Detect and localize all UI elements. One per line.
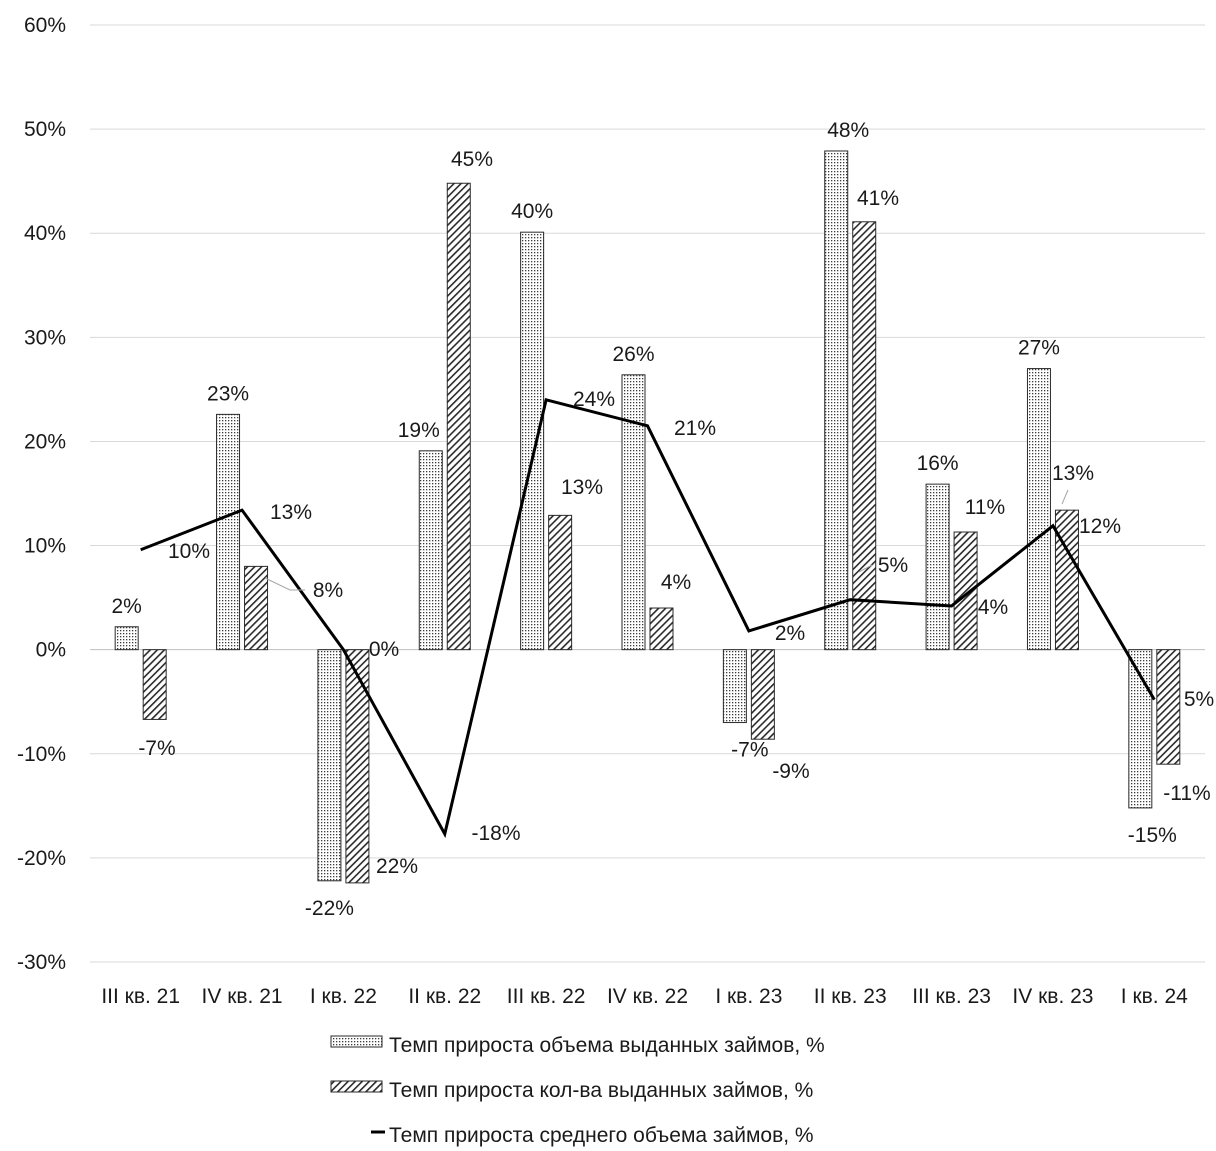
leader-line xyxy=(1061,489,1069,505)
y-tick-label: 10% xyxy=(24,535,66,558)
data-label-count: -7% xyxy=(138,737,175,760)
y-tick-label: -20% xyxy=(17,847,66,870)
bar-count xyxy=(142,649,167,720)
x-axis: III кв. 21 IV кв. 21 I кв. 22 II кв. 22 III … xyxy=(101,985,1188,1008)
data-label-volume: 19% xyxy=(398,419,440,442)
bar-volume xyxy=(418,450,443,651)
bar-volume xyxy=(824,150,849,651)
data-label-count: -9% xyxy=(772,760,809,783)
x-category-label: II кв. 23 xyxy=(814,985,887,1008)
line-series xyxy=(140,397,1156,839)
y-tick-label: -10% xyxy=(17,743,66,766)
bar-volume xyxy=(925,483,950,651)
x-category-label: IV кв. 22 xyxy=(607,985,688,1008)
bar-count xyxy=(1054,509,1079,651)
data-label-avg: 24% xyxy=(573,388,615,411)
bar-count xyxy=(548,514,573,651)
bar-volume xyxy=(520,231,545,651)
x-category-label: IV кв. 23 xyxy=(1012,985,1093,1008)
data-label-volume: -7% xyxy=(731,739,768,762)
x-category-label: III кв. 21 xyxy=(101,985,180,1008)
data-label-count: 41% xyxy=(857,187,899,210)
bar-count xyxy=(345,649,370,884)
data-label-volume: 23% xyxy=(207,382,249,405)
bar-volume xyxy=(216,413,241,651)
gridlines xyxy=(90,24,1205,963)
bar-count xyxy=(750,649,775,740)
bar-volume xyxy=(722,649,747,724)
x-category-label: I кв. 22 xyxy=(310,985,377,1008)
data-label-count: 22% xyxy=(376,855,418,878)
data-label-count: -11% xyxy=(1163,782,1210,805)
data-label-avg: 0% xyxy=(369,638,399,661)
data-label-volume: 48% xyxy=(827,119,869,142)
data-label-count: 4% xyxy=(661,571,691,594)
bar-count xyxy=(446,182,471,651)
data-label-avg: -18% xyxy=(471,822,520,845)
x-category-label: IV кв. 21 xyxy=(202,985,283,1008)
x-category-label: I кв. 24 xyxy=(1121,985,1188,1008)
bars xyxy=(114,150,1181,884)
line-avg-volume xyxy=(140,397,1156,839)
y-tick-label: 40% xyxy=(24,222,66,245)
data-label-volume: 40% xyxy=(511,200,553,223)
data-label-volume: -15% xyxy=(1128,824,1177,847)
bar-count xyxy=(953,531,978,651)
data-label-avg: 5% xyxy=(1184,688,1214,711)
data-labels: 2% 23% -22% 19% 40% 26% -7% 48% 16% 27% -15% -7% 8% 2… xyxy=(112,119,1215,920)
legend-label: Темп прироста объема выданных займов, % xyxy=(389,1034,825,1057)
y-tick-label: 0% xyxy=(36,639,66,662)
bar-count xyxy=(1156,649,1181,765)
y-tick-label: 60% xyxy=(24,14,66,37)
y-tick-label: 20% xyxy=(24,430,66,453)
legend-swatch-count xyxy=(330,1080,383,1093)
bar-volume xyxy=(114,626,139,651)
data-label-volume: 2% xyxy=(112,595,142,618)
data-label-count: 8% xyxy=(313,579,343,602)
data-label-count: 45% xyxy=(451,148,493,171)
data-label-avg: 2% xyxy=(775,622,805,645)
x-category-label: I кв. 23 xyxy=(715,985,782,1008)
data-label-avg: 21% xyxy=(674,417,716,440)
data-label-avg: 4% xyxy=(978,596,1008,619)
bar-count xyxy=(852,221,877,651)
legend-label: Темп прироста кол-ва выданных займов, % xyxy=(389,1079,813,1102)
legend: Темп прироста объема выданных займов, % Т… xyxy=(330,1034,825,1147)
legend-label: Темп прироста среднего объема займов, % xyxy=(389,1124,814,1147)
bar-count xyxy=(649,607,674,651)
bar-count xyxy=(244,565,269,651)
data-label-count: 13% xyxy=(561,476,603,499)
y-tick-label: 30% xyxy=(24,326,66,349)
data-label-volume: 26% xyxy=(612,343,654,366)
data-label-volume: -22% xyxy=(305,897,354,920)
y-tick-label: -30% xyxy=(17,951,66,974)
data-label-avg: 13% xyxy=(270,501,312,524)
bar-volume xyxy=(317,649,342,882)
data-label-avg: 5% xyxy=(878,554,908,577)
leader-line xyxy=(858,564,873,573)
y-tick-label: 50% xyxy=(24,118,66,141)
data-label-avg: 12% xyxy=(1079,515,1121,538)
data-label-volume: 16% xyxy=(917,452,959,475)
data-label-count: 13% xyxy=(1052,462,1094,485)
x-category-label: II кв. 22 xyxy=(408,985,481,1008)
data-label-volume: 27% xyxy=(1018,337,1060,360)
y-axis: 60% 50% 40% 30% 20% 10% 0% -10% -20% -30% xyxy=(17,14,66,974)
leader-line xyxy=(264,577,305,591)
x-category-label: III кв. 23 xyxy=(912,985,991,1008)
legend-swatch-volume xyxy=(330,1035,383,1048)
data-label-avg: 10% xyxy=(168,540,210,563)
bar-volume xyxy=(1026,368,1051,651)
bar-volume xyxy=(621,374,646,651)
x-category-label: III кв. 22 xyxy=(507,985,586,1008)
data-label-count: 11% xyxy=(965,496,1005,519)
bar-volume xyxy=(1128,649,1153,809)
